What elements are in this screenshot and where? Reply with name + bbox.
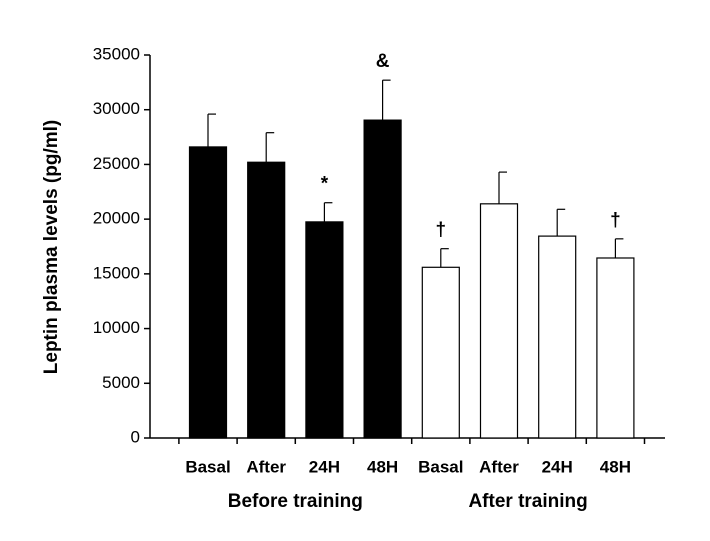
group-label: After training — [468, 491, 587, 512]
y-tick-label: 25000 — [93, 154, 140, 173]
bar — [188, 146, 228, 439]
annotation: † — [610, 210, 621, 231]
y-tick-label: 0 — [131, 427, 140, 446]
x-tick-label: After — [479, 457, 519, 476]
annotation: † — [436, 220, 447, 241]
bar — [538, 235, 577, 439]
bar — [247, 161, 286, 439]
y-tick-label: 20000 — [93, 209, 140, 228]
bar — [596, 257, 635, 439]
y-tick-label: 15000 — [93, 263, 140, 282]
x-tick-label: 48H — [600, 457, 631, 476]
y-tick-label: 35000 — [93, 44, 140, 63]
y-tick-label: 10000 — [93, 318, 140, 337]
bar — [421, 266, 460, 439]
annotation: & — [376, 51, 390, 72]
bar — [305, 221, 344, 439]
x-tick-label: After — [246, 457, 286, 476]
y-tick-label: 30000 — [93, 99, 140, 118]
bar — [479, 203, 519, 439]
annotation: * — [321, 174, 329, 195]
x-tick-label: 48H — [367, 457, 398, 476]
y-axis-label: Leptin plasma levels (pg/ml) — [41, 120, 62, 374]
x-tick-label: Basal — [418, 457, 463, 476]
y-tick-label: 5000 — [102, 373, 140, 392]
x-tick-label: 24H — [542, 457, 573, 476]
group-label: Before training — [228, 491, 363, 512]
x-tick-label: 24H — [309, 457, 340, 476]
bar — [363, 119, 402, 439]
x-tick-label: Basal — [185, 457, 230, 476]
